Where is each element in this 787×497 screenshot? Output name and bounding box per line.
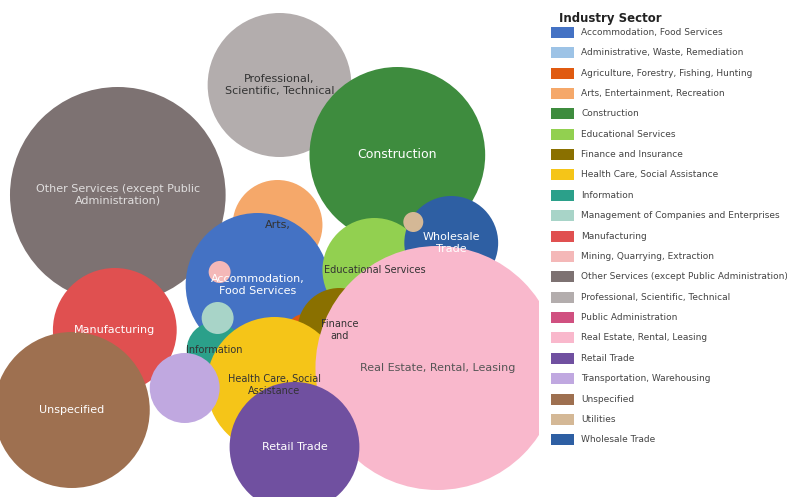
- Text: Agriculture, Forestry, Fishing, Hunting: Agriculture, Forestry, Fishing, Hunting: [582, 69, 752, 78]
- Text: Finance and Insurance: Finance and Insurance: [582, 150, 683, 159]
- Bar: [552, 394, 574, 405]
- Text: Construction: Construction: [582, 109, 639, 118]
- Circle shape: [10, 87, 226, 303]
- Bar: [552, 210, 574, 221]
- Text: Information: Information: [582, 191, 634, 200]
- Bar: [552, 88, 574, 99]
- Circle shape: [403, 212, 423, 232]
- Bar: [552, 434, 574, 445]
- Bar: [552, 190, 574, 201]
- Text: Industry Sector: Industry Sector: [559, 12, 662, 25]
- Text: Public Administration: Public Administration: [582, 313, 678, 322]
- Bar: [552, 332, 574, 343]
- Text: Accommodation, Food Services: Accommodation, Food Services: [582, 28, 723, 37]
- Bar: [552, 271, 574, 282]
- Text: Arts, Entertainment, Recreation: Arts, Entertainment, Recreation: [582, 89, 725, 98]
- Circle shape: [53, 268, 177, 392]
- Circle shape: [208, 13, 352, 157]
- Text: Real Estate, Rental, Leasing: Real Estate, Rental, Leasing: [582, 333, 708, 342]
- Text: Transportation, Warehousing: Transportation, Warehousing: [582, 374, 711, 383]
- Bar: [552, 27, 574, 38]
- Text: Other Services (except Public
Administration): Other Services (except Public Administra…: [35, 184, 200, 206]
- Bar: [552, 108, 574, 119]
- Text: Construction: Construction: [357, 149, 437, 162]
- Bar: [552, 414, 574, 425]
- Text: Educational Services: Educational Services: [323, 265, 425, 275]
- Bar: [552, 149, 574, 160]
- Text: Other Services (except Public Administration): Other Services (except Public Administra…: [582, 272, 787, 281]
- Text: Retail Trade: Retail Trade: [261, 442, 327, 452]
- Bar: [552, 353, 574, 364]
- Text: Management of Companies and Enterprises: Management of Companies and Enterprises: [582, 211, 780, 220]
- Text: Administrative, Waste, Remediation: Administrative, Waste, Remediation: [582, 48, 744, 57]
- Bar: [552, 312, 574, 323]
- Circle shape: [209, 261, 231, 283]
- Text: Wholesale Trade: Wholesale Trade: [582, 435, 656, 444]
- Text: Manufacturing: Manufacturing: [582, 232, 647, 241]
- Text: Utilities: Utilities: [582, 415, 615, 424]
- Bar: [552, 68, 574, 79]
- Circle shape: [150, 353, 220, 423]
- Bar: [552, 129, 574, 140]
- Text: Accommodation,
Food Services: Accommodation, Food Services: [211, 274, 305, 296]
- Text: Unspecified: Unspecified: [582, 395, 634, 404]
- Text: Manufacturing: Manufacturing: [74, 325, 155, 335]
- Circle shape: [230, 382, 360, 497]
- Bar: [552, 373, 574, 384]
- Text: Unspecified: Unspecified: [39, 405, 105, 415]
- Text: Real Estate, Rental, Leasing: Real Estate, Rental, Leasing: [360, 363, 515, 373]
- Circle shape: [201, 302, 234, 334]
- Text: Professional, Scientific, Technical: Professional, Scientific, Technical: [582, 293, 730, 302]
- Bar: [552, 47, 574, 58]
- Circle shape: [0, 332, 150, 488]
- Text: Health Care, Social
Assistance: Health Care, Social Assistance: [228, 374, 321, 396]
- Circle shape: [233, 180, 323, 270]
- Circle shape: [186, 213, 330, 357]
- Circle shape: [309, 67, 485, 243]
- Circle shape: [316, 246, 559, 490]
- Text: Retail Trade: Retail Trade: [582, 354, 634, 363]
- Bar: [552, 169, 574, 180]
- Circle shape: [405, 196, 498, 290]
- Text: Health Care, Social Assistance: Health Care, Social Assistance: [582, 170, 719, 179]
- Text: Finance
and: Finance and: [320, 319, 358, 341]
- Circle shape: [357, 291, 379, 313]
- Circle shape: [297, 288, 382, 372]
- Text: Educational Services: Educational Services: [582, 130, 676, 139]
- Bar: [552, 292, 574, 303]
- Circle shape: [286, 314, 323, 350]
- Text: Arts,: Arts,: [264, 220, 290, 230]
- Circle shape: [187, 322, 242, 378]
- Text: Information: Information: [187, 345, 243, 355]
- Bar: [552, 251, 574, 262]
- Text: Mining, Quarrying, Extraction: Mining, Quarrying, Extraction: [582, 252, 715, 261]
- Circle shape: [207, 317, 342, 453]
- Bar: [552, 231, 574, 242]
- Text: Wholesale
Trade: Wholesale Trade: [423, 232, 480, 254]
- Circle shape: [323, 218, 427, 322]
- Text: Professional,
Scientific, Technical: Professional, Scientific, Technical: [225, 74, 334, 96]
